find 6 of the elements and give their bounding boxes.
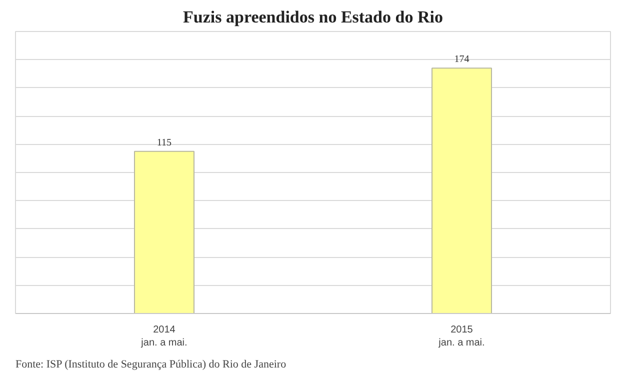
x-tick-label: 2014 jan. a mai. [140, 324, 188, 349]
data-label: 115 [156, 137, 172, 148]
chart-title: Fuzis apreendidos no Estado do Rio [183, 8, 443, 26]
x-tick-label: 2015 jan. a mai. [438, 324, 485, 349]
data-label: 174 [454, 54, 470, 66]
source-note: Fonte: ISP (Instituto de Segurança Pública) do Rio de Janeiro [16, 358, 287, 370]
